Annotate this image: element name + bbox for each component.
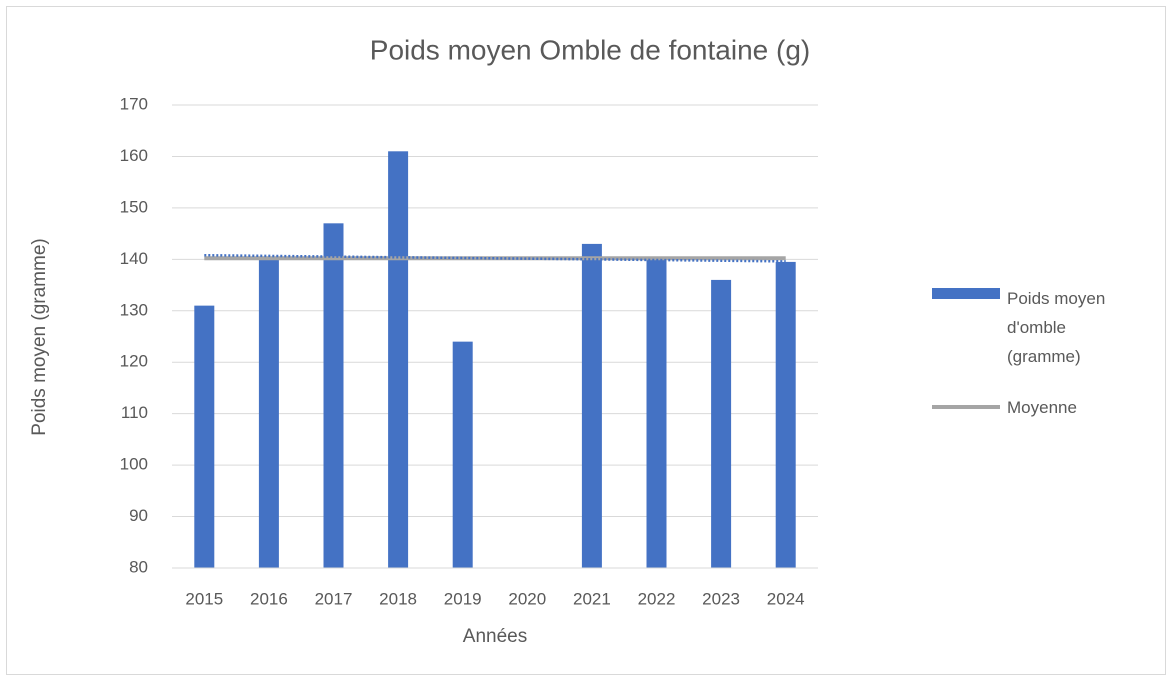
x-tick-label: 2021 bbox=[573, 589, 611, 608]
x-tick-label: 2024 bbox=[767, 589, 805, 608]
x-tick-label: 2018 bbox=[379, 589, 417, 608]
chart-title: Poids moyen Omble de fontaine (g) bbox=[370, 34, 810, 65]
x-tick-label: 2016 bbox=[250, 589, 288, 608]
x-tick-label: 2022 bbox=[638, 589, 676, 608]
y-tick-label: 170 bbox=[120, 94, 148, 113]
bar bbox=[194, 305, 215, 568]
y-tick-label: 120 bbox=[120, 352, 148, 371]
y-tick-label: 90 bbox=[129, 506, 148, 525]
bar bbox=[388, 151, 409, 569]
y-axis-label: Poids moyen (gramme) bbox=[29, 238, 50, 435]
legend-swatch bbox=[932, 288, 1000, 299]
trend-line bbox=[204, 253, 786, 263]
y-tick-label: 110 bbox=[121, 403, 148, 422]
bar bbox=[711, 279, 732, 568]
x-tick-label: 2019 bbox=[444, 589, 482, 608]
legend-label: Moyenne bbox=[1007, 398, 1077, 417]
x-tick-label: 2017 bbox=[315, 589, 353, 608]
x-tick-label: 2020 bbox=[508, 589, 546, 608]
y-tick-label: 150 bbox=[120, 197, 148, 216]
bar bbox=[775, 261, 796, 568]
bar bbox=[323, 223, 344, 569]
y-tick-label: 160 bbox=[120, 146, 148, 165]
bar bbox=[258, 259, 279, 568]
x-axis-label: Années bbox=[463, 626, 527, 647]
y-tick-label: 140 bbox=[120, 249, 148, 268]
bar bbox=[581, 243, 602, 568]
legend-label: Poids moyen d'omble (gramme) bbox=[1007, 289, 1106, 366]
y-tick-label: 80 bbox=[129, 557, 148, 576]
bar bbox=[646, 259, 667, 568]
y-tick-label: 130 bbox=[120, 300, 148, 319]
x-tick-label: 2023 bbox=[702, 589, 740, 608]
x-tick-label: 2015 bbox=[185, 589, 223, 608]
y-tick-label: 100 bbox=[120, 455, 148, 474]
bar bbox=[452, 341, 473, 568]
